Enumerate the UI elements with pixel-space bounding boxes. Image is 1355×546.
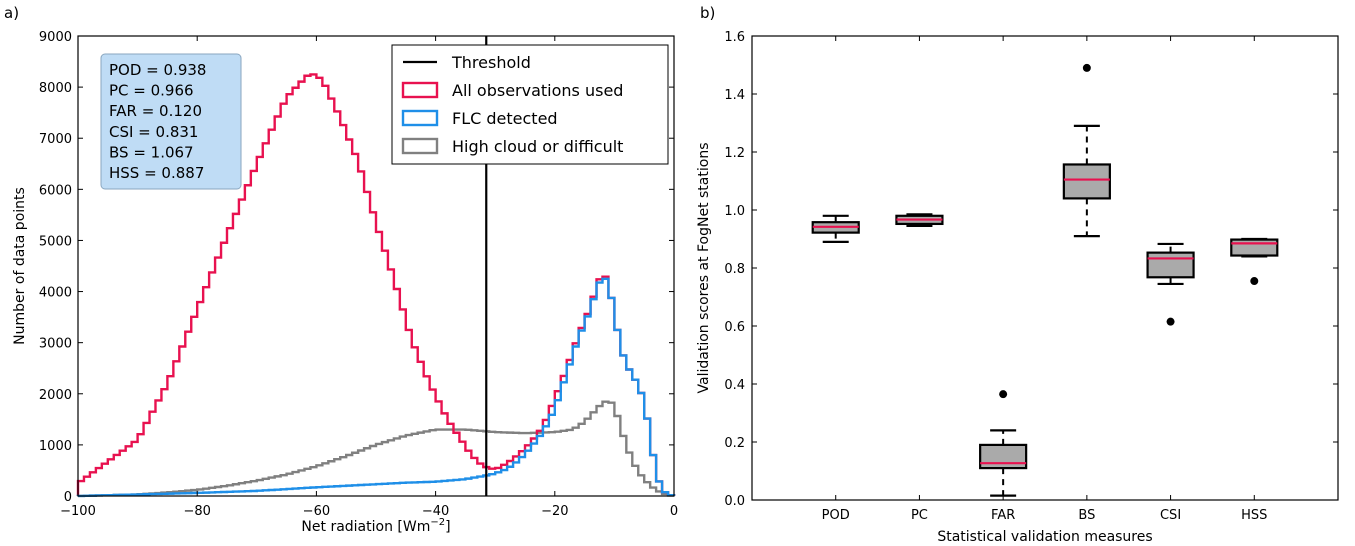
boxplot-plot-area [752, 36, 1338, 500]
legend-swatch [401, 81, 439, 99]
boxplot-boxes [811, 63, 1279, 497]
category-label: PC [911, 508, 928, 523]
x-label-tail: ] [445, 519, 450, 535]
histogram-y-axis-label: Number of data points [12, 187, 28, 345]
histogram-ticks: −100 −80 −60 −40 −20 0 0 1000 2000 3000 4000 5000 60… [39, 30, 678, 519]
panel-b-label: b) [700, 4, 715, 22]
y-tick-label: 0.0 [724, 494, 745, 509]
y-tick-label: 2000 [39, 388, 72, 403]
box-iqr [1062, 163, 1111, 200]
category-label: POD [822, 508, 850, 523]
y-tick-label: 1000 [39, 439, 72, 454]
stats-line: HSS = 0.887 [109, 164, 204, 182]
outlier-point [999, 390, 1008, 399]
legend-swatch [401, 109, 439, 127]
boxplot-x-axis-label: Statistical validation measures [937, 529, 1152, 545]
boxplot-frame [751, 35, 1339, 501]
boxplot-y-axis-label: Validation scores at FogNet stations [696, 143, 712, 394]
histogram-series-all [76, 73, 676, 497]
y-tick-label: 6000 [39, 183, 72, 198]
box-iqr [1230, 238, 1279, 257]
box-iqr [979, 443, 1028, 470]
y-tick-label: 4000 [39, 286, 72, 301]
stats-line: CSI = 0.831 [109, 123, 198, 141]
outlier-point [1250, 277, 1259, 286]
y-tick-label: 1.2 [724, 146, 745, 161]
y-tick-label: 5000 [39, 234, 72, 249]
y-tick-label: 1.4 [724, 88, 745, 103]
stats-line: BS = 1.067 [109, 143, 194, 161]
y-tick-label: 1.0 [724, 204, 745, 219]
y-tick-label: 0.8 [724, 262, 745, 277]
x-label-main: Net radiation [Wm [301, 519, 430, 535]
x-tick-label: −40 [422, 504, 449, 519]
y-tick-label: 0.2 [724, 436, 745, 451]
stats-line: PC = 0.966 [109, 82, 194, 100]
legend-label: Threshold [451, 53, 531, 72]
box-iqr [1146, 251, 1195, 279]
y-tick-label: 0.6 [724, 320, 745, 335]
stats-box [100, 53, 242, 190]
x-tick-label: −80 [183, 504, 210, 519]
category-label: HSS [1241, 508, 1267, 523]
legend-label: All observations used [452, 81, 623, 100]
histogram-series-flc [76, 277, 676, 498]
x-tick-label: −20 [541, 504, 568, 519]
legend-items: Threshold All observations used FLC detect… [401, 53, 623, 156]
stats-line: POD = 0.938 [109, 61, 206, 79]
x-label-superscript: −2 [430, 517, 445, 528]
x-tick-label: 0 [670, 504, 678, 519]
legend-label: High cloud or difficult [452, 137, 623, 156]
legend-swatch [401, 137, 439, 155]
x-tick-label: −60 [303, 504, 330, 519]
x-tick-label: −100 [60, 504, 96, 519]
histogram-series [76, 73, 676, 498]
category-label: CSI [1160, 508, 1181, 523]
category-label: FAR [991, 508, 1015, 523]
outlier-point [1082, 63, 1091, 72]
histogram-series-high [76, 400, 676, 498]
boxplot-ticks: POD PC FAR BS CSI HSS 0.0 0.2 0.4 0.6 0.8 1.0 1.2 1.4… [724, 30, 1338, 523]
outlier-point [1166, 317, 1175, 326]
panel-a-label: a) [4, 4, 19, 22]
box-hss [1230, 237, 1279, 286]
category-label: BS [1078, 508, 1095, 523]
stats-line: FAR = 0.120 [109, 102, 202, 120]
box-pc [895, 213, 944, 228]
legend-label: FLC detected [452, 109, 558, 128]
y-tick-label: 9000 [39, 30, 72, 45]
histogram-panel: −100 −80 −60 −40 −20 0 0 1000 2000 3000 4000 5000 60… [12, 30, 678, 535]
stats-lines: POD = 0.938 PC = 0.966 FAR = 0.120 CSI = 0.… [109, 61, 206, 182]
y-tick-label: 7000 [39, 132, 72, 147]
y-tick-label: 1.6 [724, 30, 745, 45]
boxplot-panel: POD PC FAR BS CSI HSS 0.0 0.2 0.4 0.6 0.8 1.0 1.2 1.4… [696, 30, 1339, 545]
histogram-frame [77, 35, 675, 497]
y-tick-label: 0.4 [724, 378, 745, 393]
y-tick-label: 3000 [39, 337, 72, 352]
histogram-x-axis-label: Net radiation [Wm−2] [301, 517, 450, 535]
y-tick-label: 8000 [39, 81, 72, 96]
box-bs [1062, 63, 1111, 238]
box-pod [811, 214, 860, 243]
y-tick-label: 0 [64, 490, 72, 505]
box-csi [1146, 242, 1195, 326]
